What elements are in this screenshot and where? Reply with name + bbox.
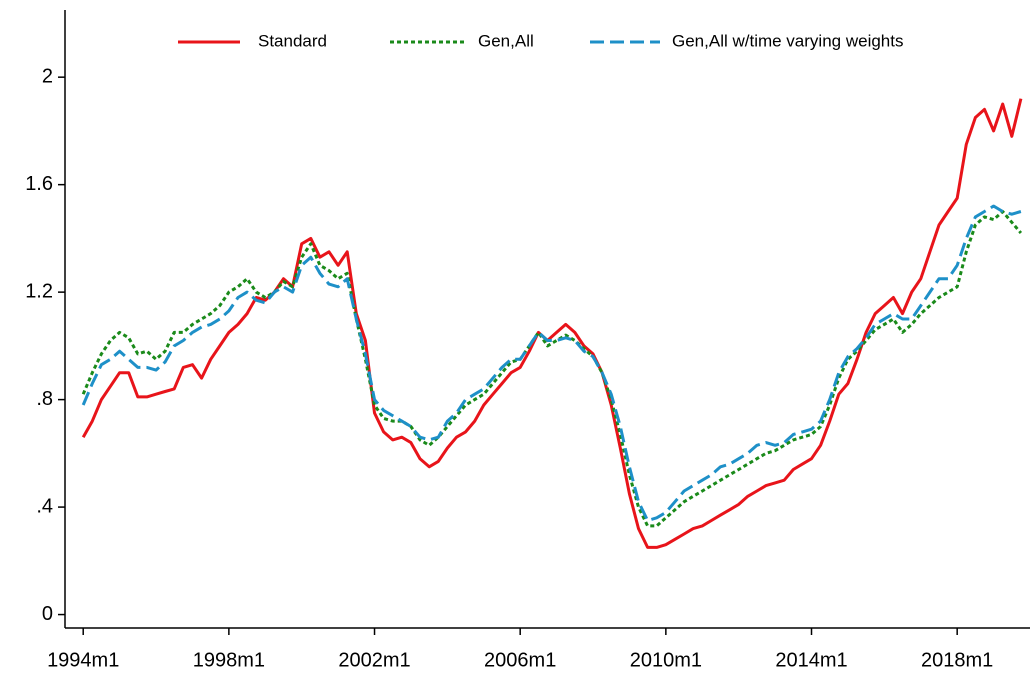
y-tick-label: 1.6: [25, 173, 53, 195]
x-tick-label: 2006m1: [484, 649, 556, 671]
x-tick-label: 2002m1: [338, 649, 410, 671]
x-tick-label: 1998m1: [193, 649, 265, 671]
y-tick-label: 2: [42, 65, 53, 87]
x-tick-label: 2010m1: [630, 649, 702, 671]
series-line: [81, 204, 1022, 522]
legend-label: Gen,All w/time varying weights: [672, 31, 903, 50]
y-tick-label: 1.2: [25, 280, 53, 302]
x-tick-label: 2018m1: [921, 649, 993, 671]
series-line: [81, 98, 1023, 549]
x-tick-label: 1994m1: [47, 649, 119, 671]
y-tick-label: .4: [36, 495, 53, 517]
y-tick-label: 0: [42, 603, 53, 625]
legend-label: Standard: [258, 31, 327, 50]
y-tick-label: .8: [36, 388, 53, 410]
x-tick-label: 2014m1: [775, 649, 847, 671]
legend-label: Gen,All: [478, 31, 534, 50]
series-line: [81, 210, 1023, 528]
